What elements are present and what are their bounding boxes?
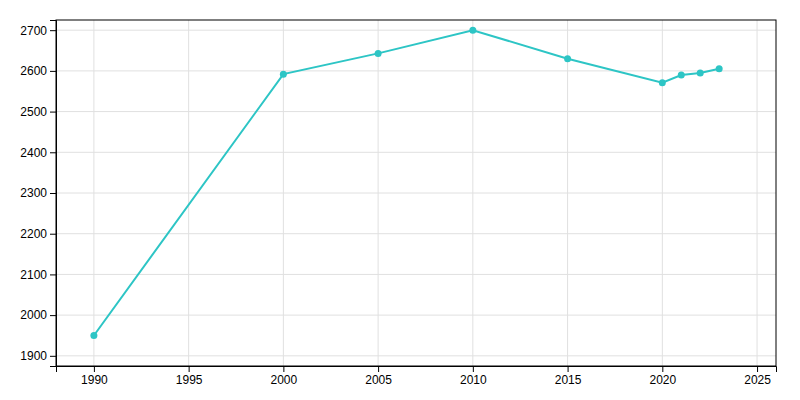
point [678,71,685,78]
tick-mark [94,366,95,372]
tick-label: 1995 [176,373,203,387]
point [469,27,476,34]
plot-frame [56,20,776,366]
tick-label: 1900 [20,349,47,363]
point [659,79,666,86]
grid-line-y [56,274,776,275]
tick: 1900 [20,349,56,363]
tick-label: 2600 [20,64,47,78]
tick-mark [50,193,56,194]
marks [90,27,722,339]
tick-mark [378,366,379,372]
grid-line-y [56,30,776,31]
tick-label: 2015 [555,373,582,387]
tick: 2000 [271,366,298,387]
tick-mark [568,366,569,372]
tick-mark [50,112,56,113]
tick: 2005 [365,366,392,387]
tick-mark [50,274,56,275]
point [716,65,723,72]
axis-line [50,21,57,367]
tick-label: 2000 [20,308,47,322]
x-axis: 1990 1995 2000 2005 2010 2015 2020 2025 [57,366,777,387]
y-axis: 1900 2000 2100 2200 2300 2400 2500 2600 2700 [20,21,56,367]
tick-label: 1990 [81,373,108,387]
grid [56,20,776,366]
tick: 2010 [460,366,487,387]
grid-line-y [56,70,776,71]
tick: 2500 [20,105,56,119]
tick-label: 2500 [20,105,47,119]
tick-mark [473,366,474,372]
tick-label: 2300 [20,186,47,200]
tick-mark [662,366,663,372]
tick: 2025 [744,366,771,387]
chart: 1990 1995 2000 2005 2010 2015 2020 2025 1900 2000… [0,0,800,400]
tick-mark [50,71,56,72]
tick-label: 2400 [20,146,47,160]
tick-label: 2000 [271,373,298,387]
tick: 1995 [176,366,203,387]
tick: 2300 [20,186,56,200]
tick: 2200 [20,227,56,241]
tick-mark [283,366,284,372]
line [94,30,719,335]
tick: 2020 [649,366,676,387]
plot: 1990 1995 2000 2005 2010 2015 2020 2025 1900 2000… [20,20,776,387]
grid-line-y [56,233,776,234]
tick: 1990 [81,366,108,387]
grid-line-y [56,193,776,194]
tick: 2100 [20,268,56,282]
tick-label: 2025 [744,373,771,387]
point [697,69,704,76]
tick: 2000 [20,308,56,322]
tick-mark [757,366,758,372]
tick-label: 2100 [20,268,47,282]
axis-line [57,367,777,373]
grid-line-y [56,355,776,356]
tick-label: 2020 [649,373,676,387]
tick-mark [189,366,190,372]
grid-line-y [56,152,776,153]
grid-line-y [56,315,776,316]
tick: 2700 [20,24,56,38]
tick-label: 2700 [20,24,47,38]
tick-mark [50,30,56,31]
tick: 2015 [555,366,582,387]
tick-mark [50,315,56,316]
point [90,332,97,339]
tick-label: 2010 [460,373,487,387]
point [564,55,571,62]
tick-mark [50,152,56,153]
point [375,50,382,57]
tick: 2400 [20,146,56,160]
grid-line-y [56,111,776,112]
tick-label: 2200 [20,227,47,241]
tick: 2600 [20,64,56,78]
tick-mark [50,234,56,235]
point [280,71,287,78]
tick-mark [50,356,56,357]
tick-label: 2005 [365,373,392,387]
